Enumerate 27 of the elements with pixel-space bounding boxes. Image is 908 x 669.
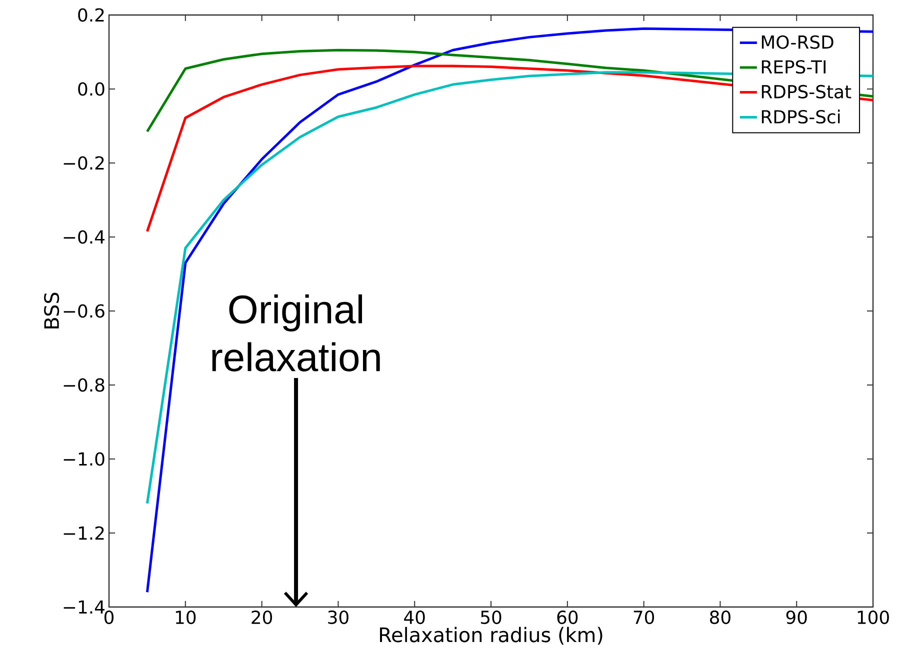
annotation: Original relaxation <box>212 294 380 372</box>
legend-label: RDPS-Stat <box>762 84 852 98</box>
y-tick-label: −1.2 <box>64 526 104 540</box>
y-axis-title: BSS <box>44 292 60 328</box>
y-tick-label: −0.2 <box>64 156 104 170</box>
x-tick-label: 100 <box>858 610 889 624</box>
legend-label: REPS-TI <box>762 60 826 74</box>
y-tick-label: 0.0 <box>78 82 104 96</box>
y-tick-label: 0.2 <box>78 8 104 22</box>
x-tick-label: 20 <box>252 610 272 624</box>
x-tick-label: 40 <box>404 610 425 624</box>
x-tick-label: 30 <box>328 610 348 624</box>
y-tick-label: −1.4 <box>64 600 104 614</box>
y-tick-label: −0.6 <box>64 304 104 318</box>
x-tick-label: 90 <box>786 610 807 624</box>
x-tick-label: 50 <box>480 610 502 624</box>
x-tick-label: 60 <box>557 610 578 624</box>
y-tick-label: −0.4 <box>64 230 104 244</box>
x-tick-label: 70 <box>634 610 654 624</box>
legend-label: MO-RSD <box>762 35 834 49</box>
x-axis-title: Relaxation radius (km) <box>380 626 602 645</box>
x-tick-label: 10 <box>176 610 196 624</box>
legend-label: RDPS-Sci <box>762 110 840 124</box>
y-tick-label: −0.8 <box>64 378 104 392</box>
x-tick-label: 0 <box>104 610 114 624</box>
y-tick-label: −1.0 <box>64 452 104 466</box>
x-tick-label: 80 <box>710 610 730 624</box>
